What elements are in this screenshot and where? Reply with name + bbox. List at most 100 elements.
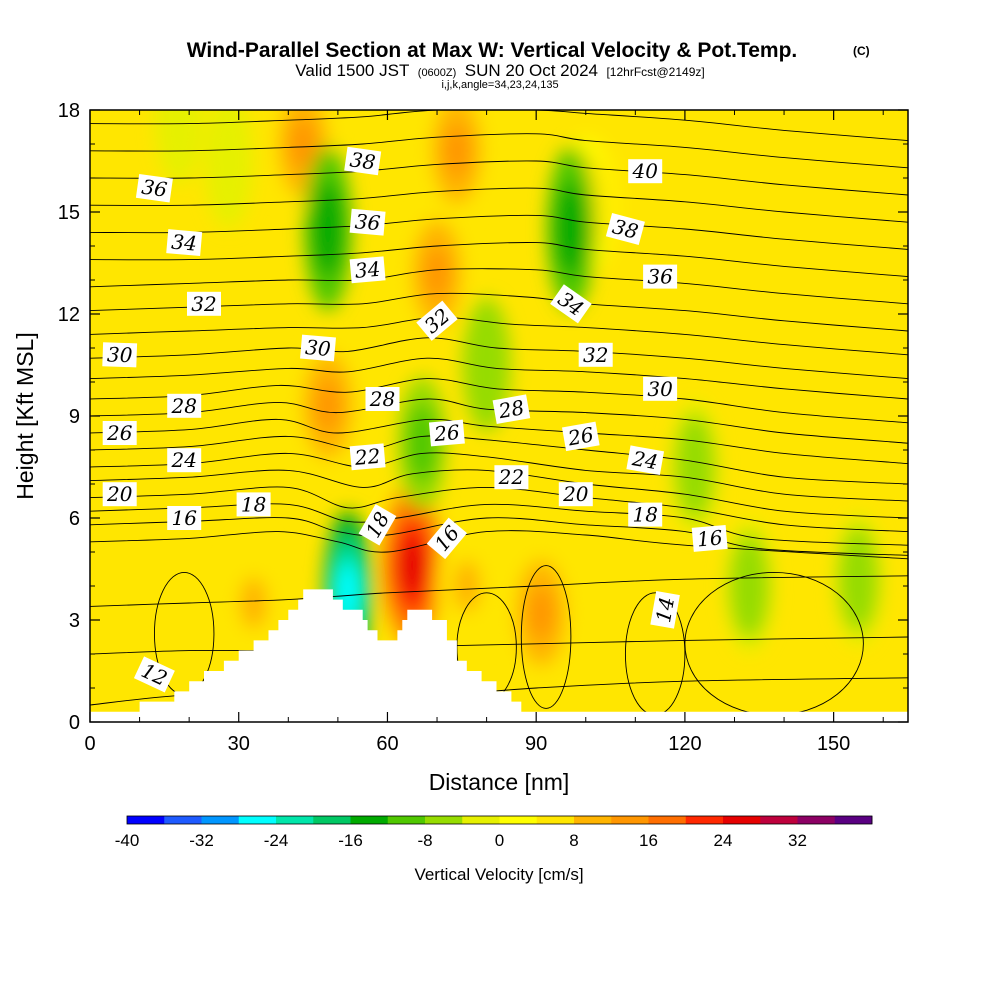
label-box xyxy=(426,517,468,560)
label-box xyxy=(358,504,397,546)
colorbar-swatch xyxy=(797,816,836,824)
label-box xyxy=(492,394,531,424)
isentrope-label: 18 xyxy=(236,492,271,517)
y-tick-label: 12 xyxy=(58,304,80,326)
colorbar-swatch xyxy=(723,816,761,824)
colorbar-swatch xyxy=(387,816,426,824)
velocity-band xyxy=(453,560,481,612)
colorbar-swatch xyxy=(350,816,389,824)
isentrope-label-text: 36 xyxy=(140,175,169,202)
isentrope-label: 36 xyxy=(643,264,678,289)
isentrope xyxy=(90,110,908,142)
label-box xyxy=(349,256,386,284)
velocity-band xyxy=(289,118,317,170)
colorbar-swatch xyxy=(462,816,500,824)
isentrope xyxy=(90,530,908,560)
isentrope-label: 30 xyxy=(643,376,678,401)
downdraft-core xyxy=(725,519,774,653)
colorbar-swatch xyxy=(536,816,575,824)
colorbar-swatch xyxy=(276,816,314,824)
velocity-band xyxy=(167,110,192,143)
isentrope-label: 20 xyxy=(102,482,137,507)
label-box xyxy=(578,342,613,367)
velocity-band xyxy=(846,553,871,605)
updraft-core xyxy=(426,110,487,218)
colorbar-swatch xyxy=(127,816,165,824)
isentrope-label: 20 xyxy=(558,482,593,507)
y-tick-label: 15 xyxy=(58,202,80,224)
updraft-core xyxy=(297,338,358,473)
isentrope xyxy=(90,452,908,502)
subtitle-forecast: [12hrFcst@2149z] xyxy=(606,65,704,79)
label-box xyxy=(643,264,678,289)
isentrope-label: 24 xyxy=(167,448,202,473)
x-tick-label: 150 xyxy=(817,733,850,755)
isentrope-label: 34 xyxy=(349,256,386,284)
downdraft-core xyxy=(303,147,352,311)
colorbar-swatch xyxy=(648,816,687,824)
velocity-band xyxy=(410,417,435,469)
colorbar: -40 -32 -24 -16 -8 0 8 16 24 32 xyxy=(115,815,873,850)
label-box xyxy=(167,448,202,473)
index-line: i,j,k,angle=34,23,24,135 xyxy=(441,79,558,91)
isentrope xyxy=(90,486,908,533)
isentrope-label-text: 26 xyxy=(432,420,461,446)
isentrope-label: 38 xyxy=(605,213,645,245)
colorbar-tick-label: 24 xyxy=(714,831,733,850)
isentrope xyxy=(90,398,908,444)
colorbar-tick-label: -24 xyxy=(264,831,289,850)
isentrope-label-text: 14 xyxy=(651,595,679,624)
isentrope xyxy=(90,292,908,332)
isentrope-label: 28 xyxy=(492,394,531,424)
isentrope-label: 36 xyxy=(135,173,173,203)
isentrope-label-text: 18 xyxy=(632,503,657,527)
label-box xyxy=(494,465,529,490)
isentrope-label: 26 xyxy=(561,421,600,452)
updraft-core xyxy=(511,546,572,681)
label-box xyxy=(626,445,665,475)
colorbar-tick-label: -16 xyxy=(338,831,363,850)
isentrope-label: 30 xyxy=(102,342,138,368)
x-tick-label: 60 xyxy=(376,733,398,755)
subtitle-date: SUN 20 Oct 2024 xyxy=(465,61,598,80)
isentrope-label-text: 30 xyxy=(107,342,134,367)
y-tick-label: 3 xyxy=(69,610,80,632)
isentrope-label-text: 38 xyxy=(348,147,377,174)
isentrope-label-text: 20 xyxy=(106,482,133,506)
label-box xyxy=(365,387,400,411)
chart-subtitle: Valid 1500 JST (0600Z) SUN 20 Oct 2024 [… xyxy=(295,61,704,80)
label-box xyxy=(236,492,271,517)
isentrope-label-text: 36 xyxy=(354,209,382,235)
velocity-band xyxy=(737,560,762,612)
isentrope xyxy=(90,160,908,196)
isentrope-label-text: 22 xyxy=(498,465,524,489)
isentrope-label-text: 28 xyxy=(170,394,196,418)
isentrope xyxy=(90,242,908,278)
colorbar-swatch xyxy=(164,816,202,824)
label-box xyxy=(558,482,593,507)
colorbar-tick-label: -8 xyxy=(417,831,432,850)
isentrope-label: 14 xyxy=(650,590,680,629)
isentrope-label: 26 xyxy=(428,419,465,447)
isentrope-label: 22 xyxy=(349,443,386,471)
isentrope-label: 32 xyxy=(578,342,613,367)
isentrope-label: 32 xyxy=(187,291,221,316)
colorbar-swatch xyxy=(425,816,463,824)
velocity-band xyxy=(216,135,241,187)
isentrope xyxy=(90,517,908,556)
colorbar-tick-label: -32 xyxy=(189,831,214,850)
velocity-band xyxy=(398,536,426,596)
isentrope-label-text: 36 xyxy=(647,265,673,289)
isentrope-label-text: 32 xyxy=(583,343,608,367)
downdraft-core xyxy=(204,110,253,228)
downdraft-core xyxy=(155,110,204,184)
isentrope-label-text: 34 xyxy=(170,230,197,256)
isentrope-label: 34 xyxy=(166,229,203,257)
isentrope-label: 16 xyxy=(167,506,202,530)
isentrope-label-text: 16 xyxy=(696,525,724,551)
title-block: Wind-Parallel Section at Max W: Vertical… xyxy=(187,39,870,91)
label-box xyxy=(349,443,386,471)
isentrope xyxy=(90,133,908,169)
y-axis-label: Height [Kft MSL] xyxy=(12,332,38,499)
